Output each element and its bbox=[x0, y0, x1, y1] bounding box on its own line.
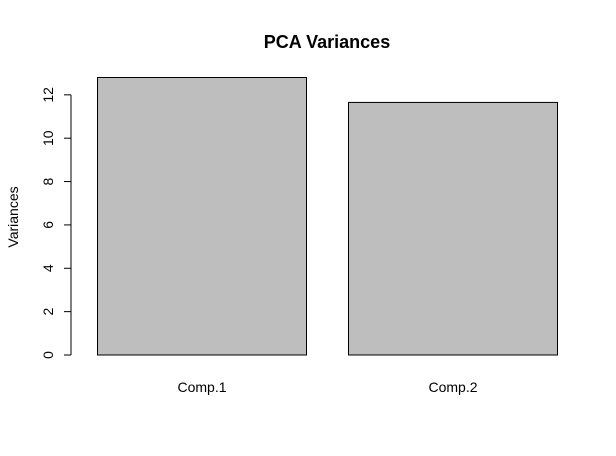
x-axis-labels: Comp.1 Comp.2 bbox=[177, 379, 477, 395]
x-tick-label: Comp.2 bbox=[428, 379, 477, 395]
y-tick-label: 0 bbox=[40, 351, 56, 359]
y-axis: 0 2 4 6 8 10 12 bbox=[40, 87, 72, 359]
y-tick-label: 8 bbox=[40, 177, 56, 185]
bar-comp-2 bbox=[348, 101, 558, 356]
y-tick-label: 2 bbox=[40, 308, 56, 316]
x-tick-label: Comp.1 bbox=[177, 379, 226, 395]
y-tick-label: 6 bbox=[40, 221, 56, 229]
bar-comp-1 bbox=[97, 76, 307, 356]
y-tick-label: 12 bbox=[40, 87, 56, 103]
y-tick-label: 10 bbox=[40, 130, 56, 146]
y-axis-label: Variances bbox=[5, 186, 21, 247]
chart-title: PCA Variances bbox=[264, 32, 390, 52]
y-tick-label: 4 bbox=[40, 264, 56, 272]
bars-group bbox=[97, 76, 558, 356]
